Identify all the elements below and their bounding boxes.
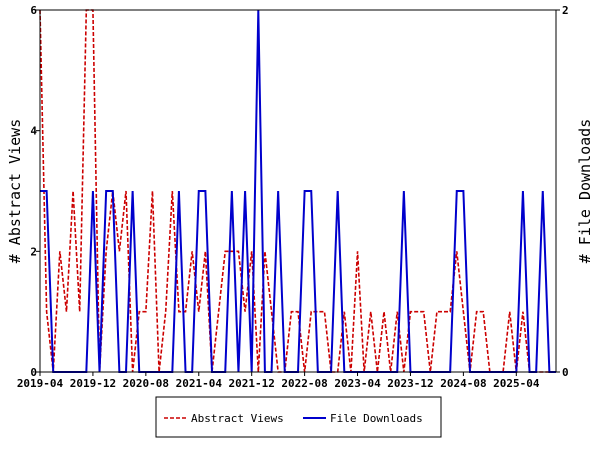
plot-frame (39, 9, 557, 373)
axes-ticks: 2019-04 2019-12 2020-08 2021-04 2021-12 2022-… (17, 4, 569, 390)
legend: Abstract Views File Downloads (155, 396, 442, 438)
x-tick-label: 2025-04 (493, 377, 540, 390)
y-right-tick-label: 0 (562, 366, 569, 379)
y-left-tick-label: 0 (30, 366, 37, 379)
x-tick-label: 2019-04 (17, 377, 64, 390)
legend-label: File Downloads (330, 412, 423, 425)
x-tick-label: 2021-04 (176, 377, 223, 390)
x-tick-label: 2020-08 (123, 377, 169, 390)
y-left-tick-label: 4 (30, 125, 37, 138)
y-right-tick-label: 2 (562, 4, 569, 17)
x-tick-label: 2023-04 (334, 377, 381, 390)
legend-box (155, 396, 442, 438)
x-tick-label: 2024-08 (440, 377, 486, 390)
y-axis-left-title: # Abstract Views (6, 119, 24, 264)
x-tick-label: 2023-12 (387, 377, 433, 390)
x-tick-label: 2019-12 (70, 377, 116, 390)
x-tick-label: 2022-08 (281, 377, 327, 390)
y-left-tick-label: 6 (30, 4, 37, 17)
legend-label: Abstract Views (191, 412, 284, 425)
x-tick-label: 2021-12 (229, 377, 275, 390)
y-axis-right-title: # File Downloads (576, 119, 594, 264)
y-left-tick-label: 2 (30, 245, 37, 258)
